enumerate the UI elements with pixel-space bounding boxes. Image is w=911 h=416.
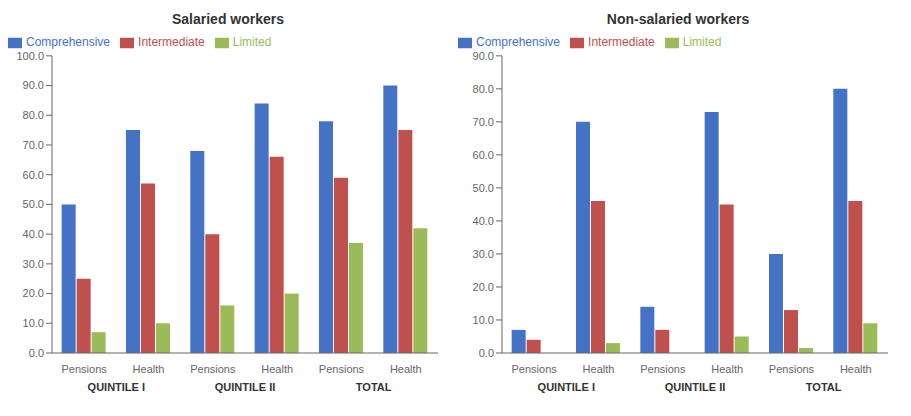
svg-text:40.0: 40.0 [473,215,494,227]
svg-text:Health: Health [711,363,743,375]
html-text:Salaried workers: Salaried workers [172,11,284,27]
html-text:Comprehensive: Comprehensive [476,35,560,49]
svg-text:Pensions: Pensions [512,363,558,375]
svg-text:20.0: 20.0 [23,287,44,299]
svg-text:Pensions: Pensions [190,363,236,375]
svg-text:60.0: 60.0 [23,169,44,181]
svg-text:20.0: 20.0 [473,281,494,293]
svg-text:70.0: 70.0 [473,116,494,128]
html-text:Limited: Limited [682,35,722,49]
svg-text:Health: Health [133,363,165,375]
svg-text:90.0: 90.0 [23,79,44,91]
svg-text:Health: Health [390,363,422,375]
svg-text:60.0: 60.0 [473,149,494,161]
svg-text:0.0: 0.0 [29,347,44,359]
svg-text:QUINTILE II: QUINTILE II [665,381,726,393]
svg-text:QUINTILE II: QUINTILE II [215,381,276,393]
svg-text:Pensions: Pensions [640,363,686,375]
svg-text:TOTAL: TOTAL [356,381,392,393]
svg-text:TOTAL: TOTAL [806,381,842,393]
html-text:Intermediate: Intermediate [138,35,205,49]
svg-text:Pensions: Pensions [62,363,108,375]
svg-text:30.0: 30.0 [23,258,44,270]
svg-text:QUINTILE I: QUINTILE I [538,381,595,393]
svg-text:Pensions: Pensions [319,363,365,375]
svg-text:80.0: 80.0 [473,83,494,95]
svg-text:Health: Health [840,363,872,375]
svg-text:90.0: 90.0 [473,50,494,62]
html-text:Comprehensive: Comprehensive [26,35,110,49]
html-text:Non-salaried workers: Non-salaried workers [606,11,750,27]
html-text:Intermediate: Intermediate [588,35,655,49]
svg-text:10.0: 10.0 [473,314,494,326]
svg-text:100.0: 100.0 [16,50,44,62]
svg-text:Pensions: Pensions [769,363,815,375]
html-text:Limited: Limited [232,35,272,49]
svg-text:80.0: 80.0 [23,109,44,121]
svg-text:50.0: 50.0 [473,182,494,194]
svg-text:70.0: 70.0 [23,139,44,151]
svg-text:Health: Health [261,363,293,375]
svg-text:QUINTILE I: QUINTILE I [88,381,145,393]
svg-text:30.0: 30.0 [473,248,494,260]
svg-text:50.0: 50.0 [23,198,44,210]
svg-text:Health: Health [583,363,615,375]
svg-text:10.0: 10.0 [23,317,44,329]
svg-text:40.0: 40.0 [23,228,44,240]
svg-text:0.0: 0.0 [479,347,494,359]
